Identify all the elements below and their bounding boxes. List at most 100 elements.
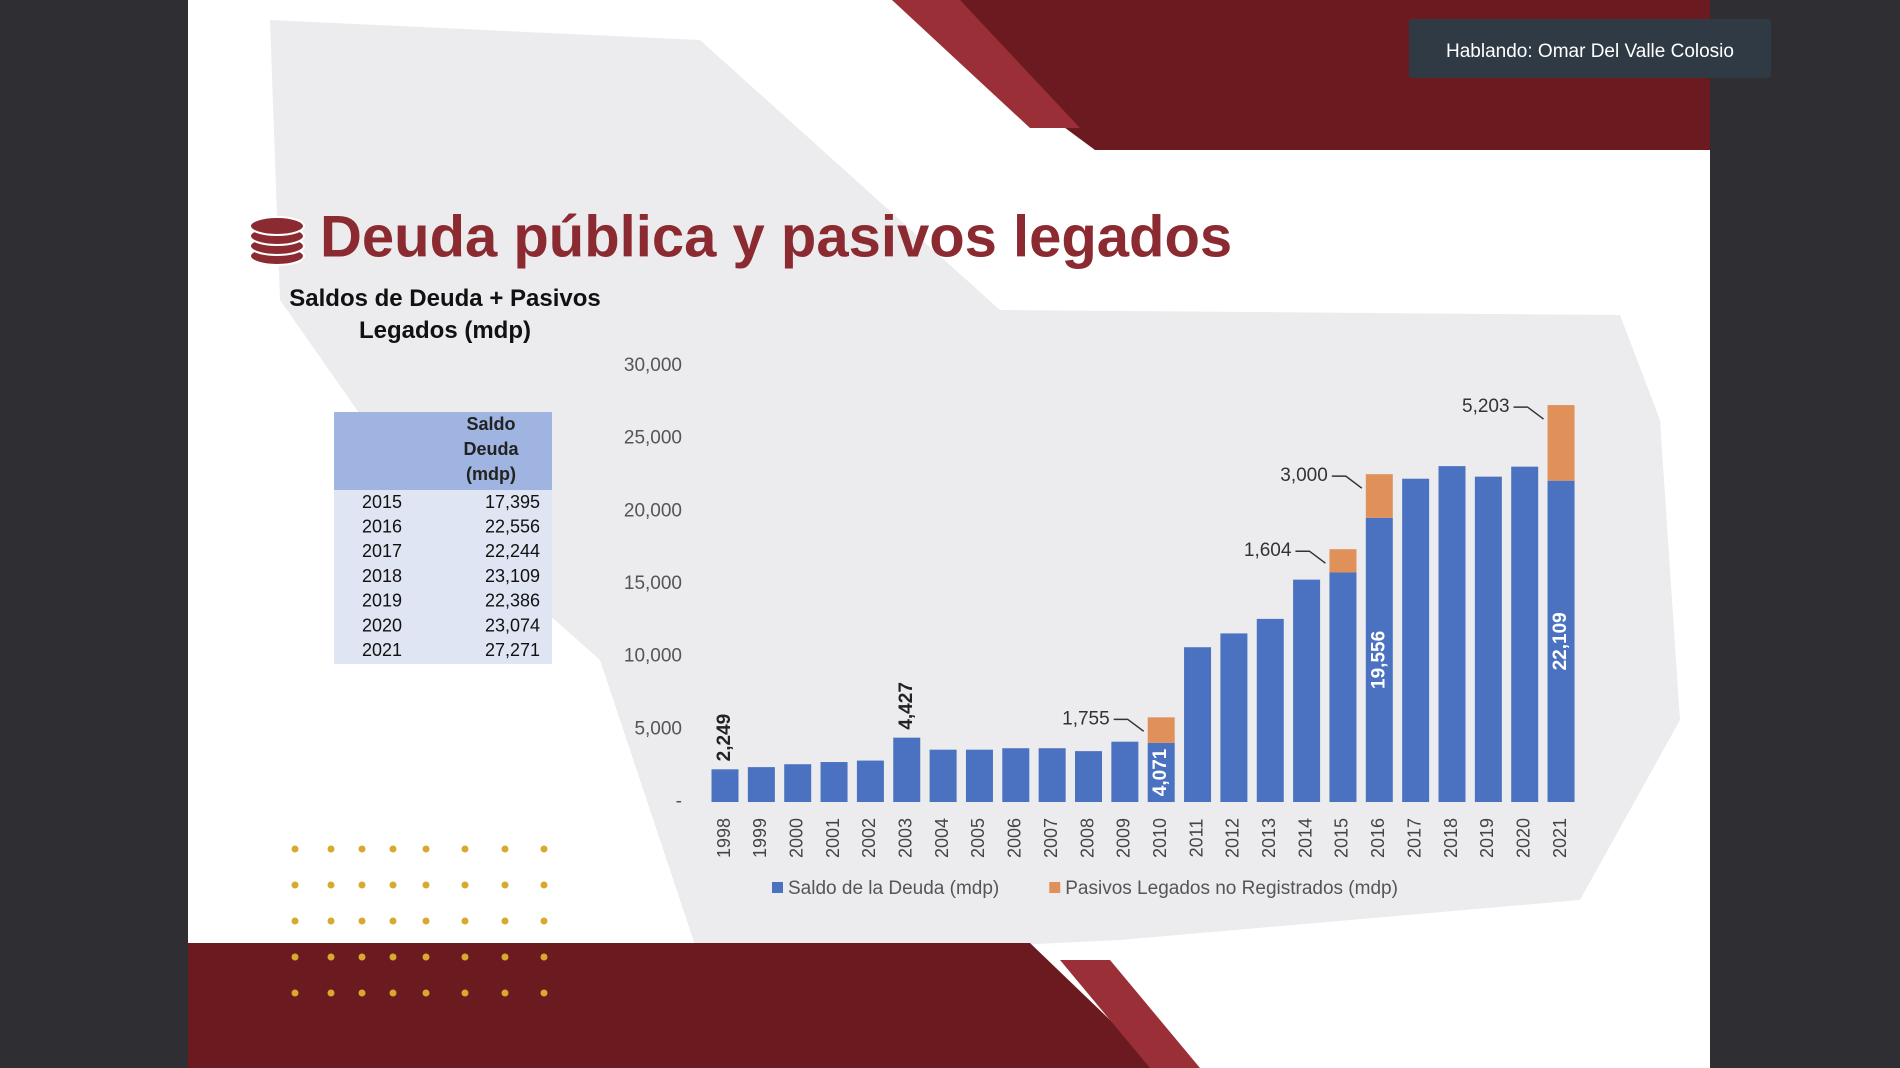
- bar-segment: [1547, 480, 1575, 802]
- dot: [389, 953, 397, 961]
- table-year: 2021: [362, 640, 402, 660]
- dot: [327, 881, 335, 889]
- dot: [540, 989, 548, 997]
- x-tick-label: 2018: [1441, 818, 1461, 858]
- dot: [461, 953, 469, 961]
- bar-segment: [1184, 647, 1212, 802]
- x-tick-label: 2003: [896, 818, 916, 858]
- x-tick-label: 2002: [859, 818, 879, 858]
- x-tick-label: 2005: [968, 818, 988, 858]
- bar-segment: [1256, 618, 1284, 802]
- x-tick-label: 2006: [1005, 818, 1025, 858]
- dot: [540, 845, 548, 853]
- legend-label: Saldo de la Deuda (mdp): [788, 878, 999, 899]
- dot: [389, 845, 397, 853]
- table-year: 2018: [362, 566, 402, 586]
- y-tick-label: 30,000: [624, 355, 682, 376]
- dot: [291, 881, 299, 889]
- y-tick-label: 25,000: [624, 428, 682, 449]
- x-tick-label: 2011: [1186, 819, 1206, 858]
- x-tick-label: 2013: [1259, 818, 1279, 858]
- legend-swatch: [1049, 882, 1061, 893]
- dot: [327, 989, 335, 997]
- leader-line: [1113, 718, 1145, 732]
- legend-label: Pasivos Legados no Registrados (mdp): [1065, 878, 1398, 899]
- dot: [540, 953, 548, 961]
- dot: [461, 881, 469, 889]
- leader-line: [1331, 475, 1363, 489]
- dot: [461, 989, 469, 997]
- coin-icon: [249, 216, 305, 266]
- x-tick-label: 2021: [1550, 818, 1570, 858]
- bar-segment: [1002, 748, 1030, 802]
- bar-segment: [1111, 741, 1139, 802]
- y-tick-label: 15,000: [624, 573, 682, 594]
- table-value: 22,556: [485, 516, 540, 536]
- bar-segment: [711, 769, 739, 802]
- bar-segment: [1511, 466, 1539, 802]
- bar-segment: [1075, 751, 1102, 802]
- bar-segment: [1474, 476, 1502, 802]
- table-year: 2020: [362, 615, 402, 635]
- data-label: 22,109: [1550, 612, 1571, 670]
- leader-line: [1513, 406, 1545, 420]
- bar-segment: [1365, 474, 1393, 518]
- dot: [501, 845, 509, 853]
- speaker-label: Hablando: Omar Del Valle Colosio: [1446, 41, 1734, 62]
- dot: [358, 881, 366, 889]
- table-value: 22,386: [485, 591, 540, 611]
- dot: [540, 881, 548, 889]
- dot: [501, 989, 509, 997]
- table-header-bg: [334, 412, 552, 490]
- table-year: 2015: [362, 492, 402, 512]
- x-tick-label: 2019: [1477, 818, 1497, 858]
- speaker-box: [1409, 19, 1771, 78]
- y-tick-label: 5,000: [634, 718, 682, 739]
- x-tick-label: 2007: [1041, 818, 1061, 858]
- table-year: 2017: [362, 541, 402, 561]
- y-tick-label: -: [676, 791, 682, 812]
- dot: [540, 917, 548, 925]
- bar-segment: [1547, 405, 1575, 481]
- table-value: 17,395: [485, 492, 540, 512]
- x-tick-label: 2008: [1077, 818, 1097, 858]
- dot: [291, 953, 299, 961]
- dot: [389, 881, 397, 889]
- leader-line: [1295, 550, 1326, 564]
- bar-segment: [1038, 748, 1066, 802]
- x-tick-label: 2010: [1150, 818, 1170, 858]
- slide-title: Deuda pública y pasivos legados: [320, 204, 1232, 269]
- dot: [461, 845, 469, 853]
- dot: [501, 881, 509, 889]
- table-year: 2019: [362, 591, 402, 611]
- slide-subtitle: Saldos de Deuda + Pasivos Legados (mdp): [289, 285, 601, 344]
- x-tick-label: 2009: [1114, 818, 1134, 858]
- table-value: 22,244: [485, 541, 540, 561]
- dot: [461, 917, 469, 925]
- dot: [358, 845, 366, 853]
- bar-segment: [1365, 517, 1393, 802]
- legend-swatch: [772, 882, 783, 893]
- x-tick-label: 2012: [1223, 818, 1243, 858]
- x-tick-label: 2004: [932, 818, 952, 858]
- bar-segment: [1329, 572, 1357, 802]
- bar-segment: [747, 767, 775, 802]
- dot: [358, 989, 366, 997]
- table-header: Saldo Deuda (mdp): [463, 414, 519, 484]
- table-value: 27,271: [485, 640, 540, 660]
- table-header-box: Saldo Deuda (mdp): [463, 414, 519, 484]
- dot: [422, 917, 430, 925]
- x-tick-label: 2000: [786, 818, 806, 858]
- table-body-bg: [334, 490, 552, 664]
- table-value: 23,109: [485, 566, 540, 586]
- dot: [422, 845, 430, 853]
- bar-segment: [1293, 579, 1321, 802]
- dot: [389, 917, 397, 925]
- bar-segment: [784, 764, 812, 802]
- x-tick-label: 2020: [1513, 818, 1533, 858]
- data-label: 2,249: [714, 714, 735, 762]
- dot: [327, 917, 335, 925]
- data-label: 1,604: [1244, 540, 1292, 561]
- bar-segment: [1329, 549, 1357, 573]
- dot: [291, 917, 299, 925]
